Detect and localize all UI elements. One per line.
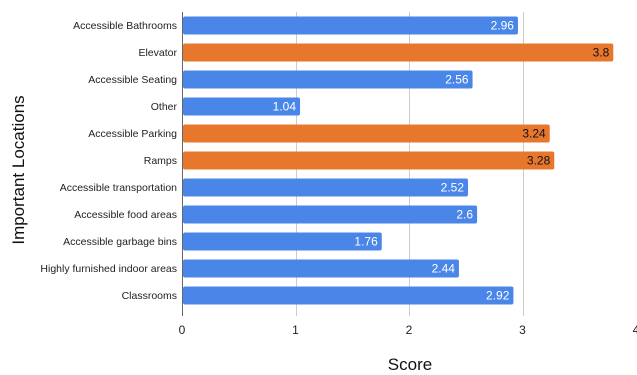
category-labels: Accessible Bathrooms Elevator Accessible S… xyxy=(40,20,177,302)
category-label: Accessible Parking xyxy=(88,128,177,140)
category-label: Ramps xyxy=(144,155,177,167)
bar xyxy=(183,205,478,224)
bar-value-label: 1.04 xyxy=(273,100,297,114)
category-label: Accessible Bathrooms xyxy=(73,20,177,32)
bar xyxy=(183,286,514,305)
bar xyxy=(183,16,518,35)
bar-value-label: 3.28 xyxy=(527,154,551,168)
category-label: Classrooms xyxy=(122,290,177,302)
x-tick-label: 2 xyxy=(406,323,413,337)
bars: 2.96 3.8 2.56 1.04 3.24 3.28 2.52 2.6 1.76 2.44 2.… xyxy=(183,16,614,305)
category-label: Elevator xyxy=(138,47,177,59)
bar-value-label: 2.44 xyxy=(432,262,456,276)
category-label: Accessible food areas xyxy=(74,209,177,221)
bar-value-label: 2.52 xyxy=(441,181,465,195)
bar-value-label: 3.8 xyxy=(593,46,610,60)
bar xyxy=(183,232,382,251)
bar-value-label: 3.24 xyxy=(522,127,546,141)
x-tick-label: 3 xyxy=(519,323,526,337)
bar xyxy=(183,124,550,143)
bar-value-label: 2.6 xyxy=(456,208,473,222)
bar xyxy=(183,151,555,170)
x-tick-label: 4 xyxy=(633,323,637,337)
x-tick-label: 0 xyxy=(179,323,186,337)
category-label: Accessible Seating xyxy=(88,74,177,86)
bar-value-label: 2.56 xyxy=(445,73,469,87)
bar-value-label: 2.92 xyxy=(486,289,510,303)
category-label: Accessible transportation xyxy=(60,182,177,194)
bar-value-label: 1.76 xyxy=(354,235,378,249)
bar xyxy=(183,97,301,116)
bar xyxy=(183,178,469,197)
bar-value-label: 2.96 xyxy=(491,19,515,33)
x-tick-labels: 0 1 2 3 4 xyxy=(179,323,637,337)
bar xyxy=(183,70,473,89)
bar xyxy=(183,259,459,278)
category-label: Accessible garbage bins xyxy=(63,236,177,248)
y-axis-title: Important Locations xyxy=(9,95,28,244)
category-label: Other xyxy=(151,101,178,113)
category-label: Highly furnished indoor areas xyxy=(40,263,177,275)
x-tick-label: 1 xyxy=(292,323,299,337)
x-axis-title: Score xyxy=(388,355,432,374)
bar xyxy=(183,43,614,62)
